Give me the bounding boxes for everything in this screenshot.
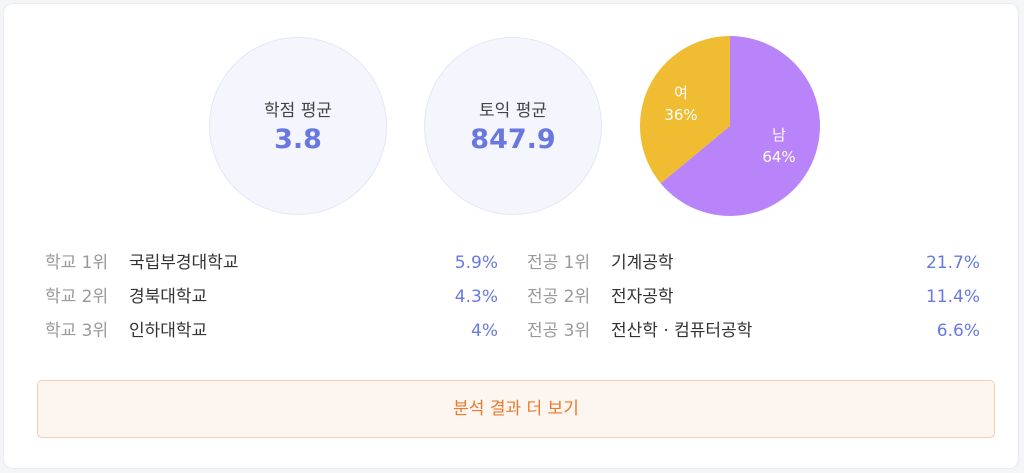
school-rank-pct: 4.3% <box>454 287 498 307</box>
major-rank-label: 전공 3위 <box>527 321 591 341</box>
major-rank-pct: 6.6% <box>936 321 980 341</box>
pie-label-female-pct: 36% <box>664 106 698 124</box>
major-rank-row: 전공 3위 전산학 · 컴퓨터공학 6.6% <box>527 318 980 344</box>
school-rank-label: 학교 3위 <box>45 321 109 341</box>
school-rank-pct: 5.9% <box>454 253 498 273</box>
pie-label-female: 여 36% <box>658 82 704 126</box>
gender-pie-svg <box>640 36 820 216</box>
school-rank-pct: 4% <box>471 321 498 341</box>
major-rank-pct: 11.4% <box>925 287 980 307</box>
pie-slice-female <box>640 36 730 184</box>
major-rank-name: 전자공학 <box>611 287 674 307</box>
toeic-average-value: 847.9 <box>470 124 556 155</box>
pie-label-male-pct: 64% <box>762 148 796 166</box>
major-rank-label: 전공 2위 <box>527 287 591 307</box>
toeic-average-label: 토익 평균 <box>479 101 547 121</box>
school-rank-name: 국립부경대학교 <box>129 253 239 273</box>
major-rank-pct: 21.7% <box>925 253 980 273</box>
school-rank-name: 인하대학교 <box>129 321 208 341</box>
pie-slice-male <box>660 36 820 216</box>
major-rank-name: 전산학 · 컴퓨터공학 <box>611 321 753 341</box>
toeic-average-circle: 토익 평균 847.9 <box>424 37 602 215</box>
analysis-summary-card: 학점 평균 3.8 토익 평균 847.9 여 36% 남 64% 학교 1위 … <box>3 3 1019 469</box>
school-rank-name: 경북대학교 <box>129 287 208 307</box>
pie-label-male-name: 남 <box>772 126 786 144</box>
gpa-average-circle: 학점 평균 3.8 <box>209 37 387 215</box>
school-rank-label: 학교 1위 <box>45 253 109 273</box>
major-rank-label: 전공 1위 <box>527 253 591 273</box>
major-rank-name: 기계공학 <box>611 253 674 273</box>
gender-pie-chart: 여 36% 남 64% <box>640 36 820 216</box>
major-rank-row: 전공 1위 기계공학 21.7% <box>527 250 980 276</box>
pie-label-female-name: 여 <box>674 84 688 102</box>
school-rank-label: 학교 2위 <box>45 287 109 307</box>
more-analysis-button[interactable]: 분석 결과 더 보기 <box>37 380 995 438</box>
school-rank-row: 학교 2위 경북대학교 4.3% <box>45 284 498 310</box>
pie-label-male: 남 64% <box>756 124 802 168</box>
gpa-average-label: 학점 평균 <box>264 101 332 121</box>
school-rank-row: 학교 3위 인하대학교 4% <box>45 318 498 344</box>
gpa-average-value: 3.8 <box>274 124 322 155</box>
school-rank-row: 학교 1위 국립부경대학교 5.9% <box>45 250 498 276</box>
major-rank-row: 전공 2위 전자공학 11.4% <box>527 284 980 310</box>
